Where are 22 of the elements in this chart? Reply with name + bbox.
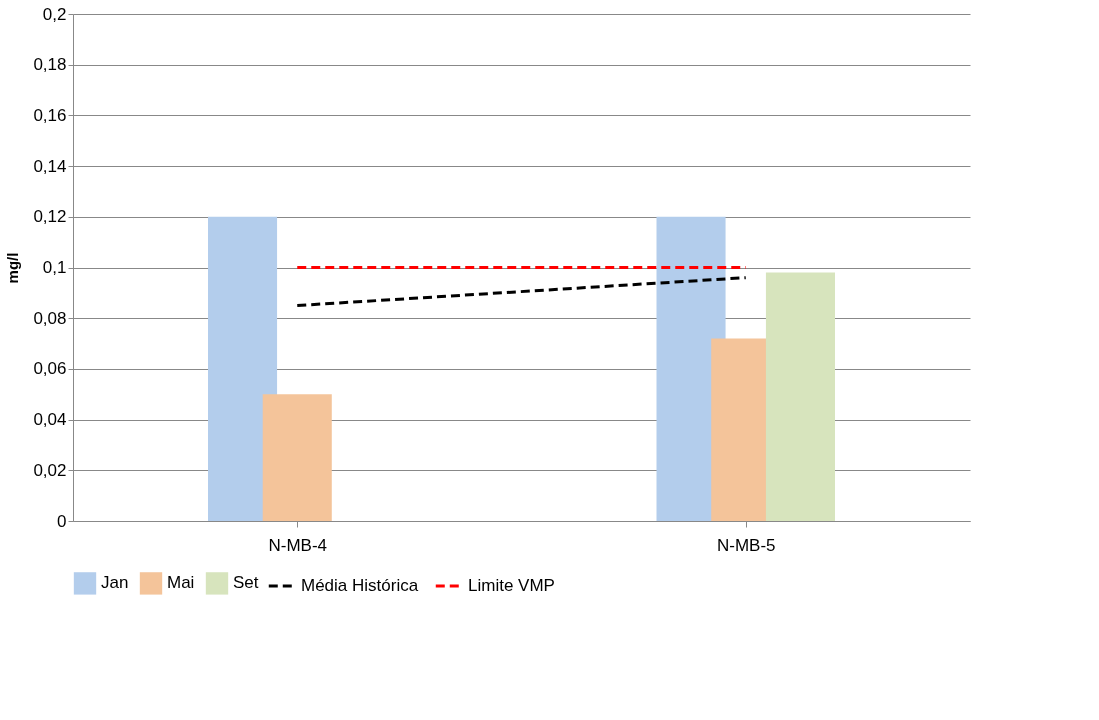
legend-label: Jan bbox=[101, 573, 129, 593]
legend-label: Mai bbox=[167, 573, 195, 593]
legend-label: Set bbox=[233, 573, 259, 593]
y-axis-title: mg/l bbox=[4, 252, 22, 284]
y-tick-label: 0,04 bbox=[33, 410, 67, 430]
y-tick-label: 0,06 bbox=[33, 359, 67, 379]
y-tick-label: 0,16 bbox=[33, 105, 67, 125]
y-tick-label: 0,2 bbox=[42, 4, 67, 24]
y-tick-label: 0,12 bbox=[33, 207, 67, 227]
bar bbox=[262, 394, 332, 521]
y-tick-label: 0 bbox=[57, 511, 67, 531]
x-tick-label: N-MB-4 bbox=[268, 535, 328, 555]
legend-label: Limite VMP bbox=[468, 576, 555, 595]
y-tick-label: 0,02 bbox=[33, 460, 67, 480]
x-tick-label: N-MB-5 bbox=[716, 535, 776, 555]
bar bbox=[765, 272, 835, 521]
bar bbox=[208, 216, 278, 521]
y-tick-label: 0,08 bbox=[33, 308, 67, 328]
y-tick-label: 0,1 bbox=[42, 258, 67, 277]
y-tick-label: 0,14 bbox=[33, 156, 67, 176]
legend-label: Média Histórica bbox=[301, 576, 419, 595]
y-tick-label: 0,18 bbox=[33, 55, 67, 75]
